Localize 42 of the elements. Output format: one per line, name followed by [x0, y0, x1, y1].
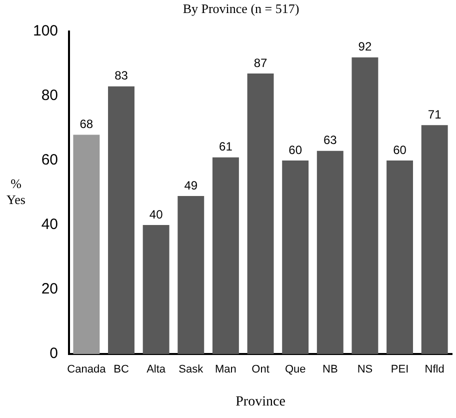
x-tick-label: PEI: [390, 364, 409, 376]
data-label: 92: [358, 40, 372, 54]
x-axis-title: Province: [236, 394, 286, 410]
x-tick-label: Man: [214, 364, 236, 376]
bar: [178, 196, 204, 354]
x-tick-label: Ont: [252, 364, 270, 376]
data-label: 87: [254, 56, 268, 70]
bar: [73, 134, 100, 354]
bar: [282, 160, 309, 354]
data-label: 49: [184, 178, 198, 192]
bar: [386, 160, 414, 354]
x-tick-label: Canada: [67, 364, 107, 376]
bar: [421, 125, 448, 354]
y-tick-label: 40: [41, 216, 58, 234]
y-tick-label: 20: [41, 280, 58, 298]
y-axis-title: % Yes: [6, 176, 26, 208]
bar: [142, 225, 170, 354]
bar: [352, 57, 378, 354]
chart-title: By Province (n = 517): [182, 1, 300, 16]
y-tick-label: 60: [41, 152, 58, 169]
data-label: 60: [288, 142, 302, 157]
x-tick-label: Sask: [178, 364, 204, 376]
data-label: 60: [393, 142, 407, 157]
bar: [316, 150, 344, 354]
data-label: 83: [114, 68, 128, 83]
x-tick-label: Que: [284, 364, 306, 376]
x-tick-label: NB: [322, 364, 338, 376]
x-tick-label: NS: [357, 364, 373, 376]
data-label: 40: [149, 207, 164, 222]
y-tick-label: 100: [32, 22, 58, 40]
data-label: 68: [80, 117, 94, 132]
data-label: 71: [428, 107, 442, 122]
data-label: 63: [323, 133, 338, 148]
bar: [247, 74, 274, 354]
bar: [108, 86, 134, 354]
bar: [212, 157, 239, 354]
y-tick-label: 80: [41, 87, 58, 104]
y-tick-label: 0: [50, 345, 58, 362]
x-tick-label: BC: [114, 364, 129, 376]
x-tick-label: Nfld: [424, 364, 444, 376]
data-label: 61: [219, 140, 233, 154]
x-tick-label: Alta: [146, 364, 166, 376]
